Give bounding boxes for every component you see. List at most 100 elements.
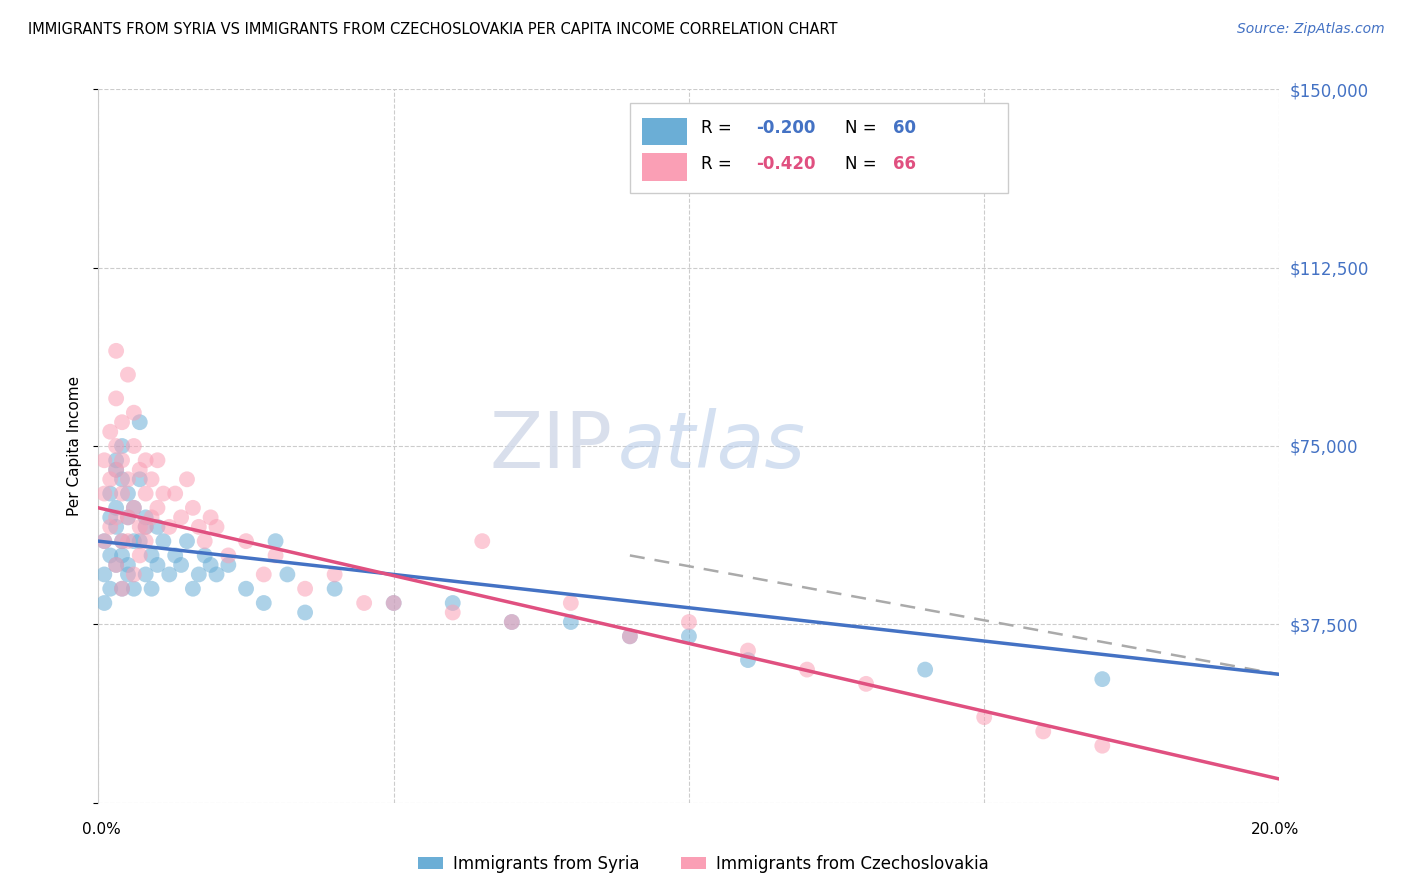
Point: [157, 520, 180, 534]
Point: [111, 472, 134, 486]
Point: [105, 500, 128, 515]
Point: [205, 567, 228, 582]
Point: [105, 558, 128, 572]
Point: [1032, 724, 1054, 739]
Point: [737, 643, 759, 657]
Point: [194, 534, 217, 549]
Point: [111, 439, 134, 453]
Point: [276, 567, 298, 582]
Point: [135, 520, 157, 534]
Point: [93, 486, 115, 500]
Text: -0.420: -0.420: [756, 155, 815, 173]
Point: [117, 558, 139, 572]
Point: [200, 510, 222, 524]
Point: [105, 463, 128, 477]
Point: [152, 486, 174, 500]
Text: ZIP: ZIP: [489, 408, 612, 484]
Point: [146, 520, 169, 534]
Point: [105, 558, 128, 572]
Point: [973, 710, 995, 724]
Point: [441, 606, 464, 620]
Text: 66: 66: [893, 155, 917, 173]
Text: -0.200: -0.200: [756, 120, 815, 137]
Point: [93, 534, 115, 549]
Point: [93, 567, 115, 582]
Point: [157, 567, 180, 582]
Point: [98, 472, 121, 486]
Text: Source: ZipAtlas.com: Source: ZipAtlas.com: [1237, 22, 1385, 37]
Point: [294, 582, 316, 596]
Point: [323, 567, 346, 582]
Point: [93, 453, 115, 467]
Point: [471, 534, 494, 549]
Point: [382, 596, 405, 610]
Point: [678, 615, 700, 629]
Point: [294, 606, 316, 620]
Point: [170, 558, 193, 572]
Point: [194, 549, 217, 563]
Point: [93, 596, 115, 610]
Point: [135, 567, 157, 582]
Text: N =: N =: [845, 120, 882, 137]
FancyBboxPatch shape: [630, 103, 1008, 193]
Point: [111, 486, 134, 500]
Text: atlas: atlas: [619, 408, 806, 484]
Point: [105, 520, 128, 534]
Point: [98, 486, 121, 500]
Point: [187, 567, 209, 582]
Point: [146, 500, 169, 515]
Point: [98, 510, 121, 524]
Point: [217, 549, 239, 563]
Point: [117, 510, 139, 524]
Point: [165, 549, 187, 563]
Point: [141, 582, 163, 596]
Point: [122, 567, 145, 582]
Point: [501, 615, 523, 629]
Point: [122, 582, 145, 596]
Point: [135, 534, 157, 549]
Point: [146, 558, 169, 572]
Point: [111, 534, 134, 549]
Point: [117, 472, 139, 486]
Point: [98, 549, 121, 563]
Point: [165, 486, 187, 500]
Point: [128, 463, 150, 477]
Point: [135, 510, 157, 524]
Point: [235, 534, 257, 549]
Point: [181, 582, 204, 596]
Point: [105, 343, 128, 358]
Point: [560, 615, 582, 629]
Point: [128, 549, 150, 563]
Text: N =: N =: [845, 155, 882, 173]
Point: [141, 510, 163, 524]
Text: 20.0%: 20.0%: [1251, 822, 1299, 837]
Point: [619, 629, 641, 643]
FancyBboxPatch shape: [641, 118, 686, 145]
Point: [135, 486, 157, 500]
Text: 0.0%: 0.0%: [82, 822, 121, 837]
Point: [253, 567, 276, 582]
Point: [135, 520, 157, 534]
Text: IMMIGRANTS FROM SYRIA VS IMMIGRANTS FROM CZECHOSLOVAKIA PER CAPITA INCOME CORREL: IMMIGRANTS FROM SYRIA VS IMMIGRANTS FROM…: [28, 22, 838, 37]
Point: [323, 582, 346, 596]
Point: [122, 500, 145, 515]
Point: [501, 615, 523, 629]
Point: [117, 510, 139, 524]
Point: [128, 520, 150, 534]
Point: [111, 582, 134, 596]
Text: R =: R =: [700, 120, 737, 137]
Point: [146, 453, 169, 467]
Point: [176, 534, 198, 549]
Point: [176, 472, 198, 486]
Point: [111, 582, 134, 596]
Point: [441, 596, 464, 610]
Point: [105, 510, 128, 524]
Point: [1091, 672, 1114, 686]
Point: [93, 534, 115, 549]
Point: [264, 549, 287, 563]
Point: [737, 653, 759, 667]
Point: [1091, 739, 1114, 753]
Point: [135, 453, 157, 467]
Point: [98, 425, 121, 439]
Point: [128, 472, 150, 486]
